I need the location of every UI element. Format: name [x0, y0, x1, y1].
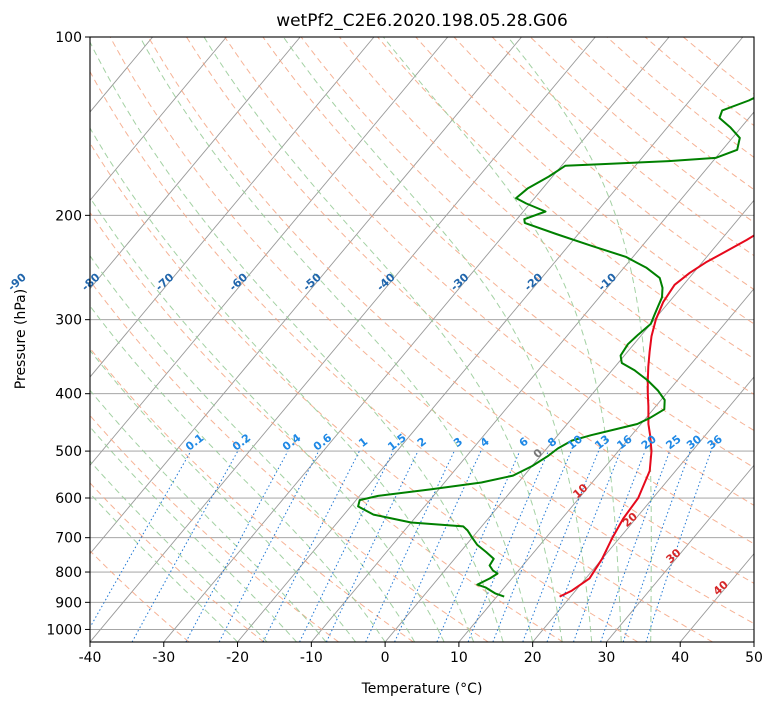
- moist-adiabat-line: [90, 40, 504, 642]
- y-tick-label: 500: [55, 444, 82, 460]
- y-tick-label: 700: [55, 531, 82, 547]
- temperature-line: [559, 234, 754, 598]
- dry-adiabat-line: [90, 482, 265, 642]
- x-tick-label: 20: [524, 650, 542, 666]
- moist-adiabat-line: [383, 37, 622, 642]
- isotherm-line: [90, 37, 227, 202]
- sounding-lines: [357, 96, 754, 598]
- moist-adiabat-line: [90, 349, 356, 642]
- moist-adiabat-line: [90, 460, 268, 642]
- y-tick-label: 400: [55, 387, 82, 403]
- mixing-ratio-line: [546, 450, 622, 642]
- x-tick-label: 40: [671, 650, 689, 666]
- mixing-ratio-line: [492, 450, 572, 642]
- isotherm-line: [90, 37, 301, 290]
- moist-adiabat-line: [90, 426, 297, 642]
- y-tick-label: 800: [55, 565, 82, 581]
- isotherm-line: [532, 376, 754, 642]
- x-tick-label: 10: [450, 650, 468, 666]
- dry-adiabat-line: [339, 37, 754, 395]
- y-tick-label: 900: [55, 595, 82, 611]
- moist-adiabat-line: [90, 127, 475, 642]
- isotherm-line: [90, 37, 449, 467]
- moist-adiabat-line: [90, 196, 445, 642]
- dry-adiabat-line: [90, 347, 414, 642]
- mixing-ratio-line: [622, 450, 691, 642]
- plot-frame: [89, 36, 755, 643]
- x-tick-label: -40: [79, 650, 102, 666]
- dewpoint-line: [357, 96, 754, 598]
- moist-adiabat-line: [139, 37, 534, 642]
- moist-adiabat-line: [90, 492, 238, 642]
- isotherm-line: [384, 199, 754, 642]
- x-tick-label: 0: [381, 650, 390, 666]
- y-tick-label: 600: [55, 491, 82, 507]
- mixing-ratio-line: [436, 450, 521, 642]
- background-lines: [90, 37, 754, 642]
- x-tick-label: -20: [226, 650, 249, 666]
- x-axis-label: Temperature (°C): [361, 681, 483, 697]
- x-tick-label: 50: [745, 650, 763, 666]
- y-tick-label: 1000: [46, 622, 82, 638]
- mixing-ratio-line: [645, 450, 712, 642]
- y-tick-label: 100: [55, 30, 82, 46]
- mixing-ratio-line: [131, 450, 239, 642]
- moist-adiabat-line: [282, 37, 593, 642]
- mixing-ratio-line: [185, 450, 289, 642]
- moist-adiabat-line: [90, 389, 327, 642]
- dry-adiabat-line: [90, 142, 639, 642]
- isotherm-line: [163, 37, 670, 642]
- y-tick-label: 300: [55, 313, 82, 329]
- isotherm-line: [237, 37, 744, 642]
- x-tick-label: -30: [152, 650, 175, 666]
- isotherm-line: [458, 287, 754, 642]
- y-axis-label: Pressure (hPa): [13, 289, 29, 389]
- dry-adiabat-line: [377, 37, 754, 360]
- x-tick-label: -10: [300, 650, 323, 666]
- y-tick-label: 200: [55, 208, 82, 224]
- chart-title: wetPf2_C2E6.2020.198.05.28.G06: [276, 11, 568, 31]
- isotherm-line: [90, 37, 596, 642]
- moist-adiabat-line: [203, 37, 563, 642]
- dry-adiabat-line: [90, 550, 190, 642]
- mixing-ratio-line: [600, 450, 671, 642]
- isotherm-line: [90, 37, 522, 555]
- axes: -40 -30 -20 -10 0 10 20 30 40 50 100 200 300 400 500 60…: [46, 30, 763, 666]
- isotherm-line: [606, 464, 754, 642]
- moist-adiabat-line: [90, 254, 416, 642]
- isotherm-line: [90, 37, 375, 378]
- dry-adiabat-line: [90, 279, 489, 642]
- mixing-ratio-line: [299, 450, 394, 642]
- mixing-ratio-line: [573, 450, 646, 642]
- x-tick-label: 30: [598, 650, 616, 666]
- moist-adiabat-line: [507, 37, 652, 642]
- mixing-ratio-line: [522, 450, 600, 642]
- mixing-ratio-line: [467, 450, 549, 642]
- mixing-ratio-line: [394, 450, 482, 642]
- mixing-ratio-line: [262, 450, 360, 642]
- dry-adiabat-line: [90, 70, 713, 642]
- dry-adiabat-line: [415, 37, 754, 325]
